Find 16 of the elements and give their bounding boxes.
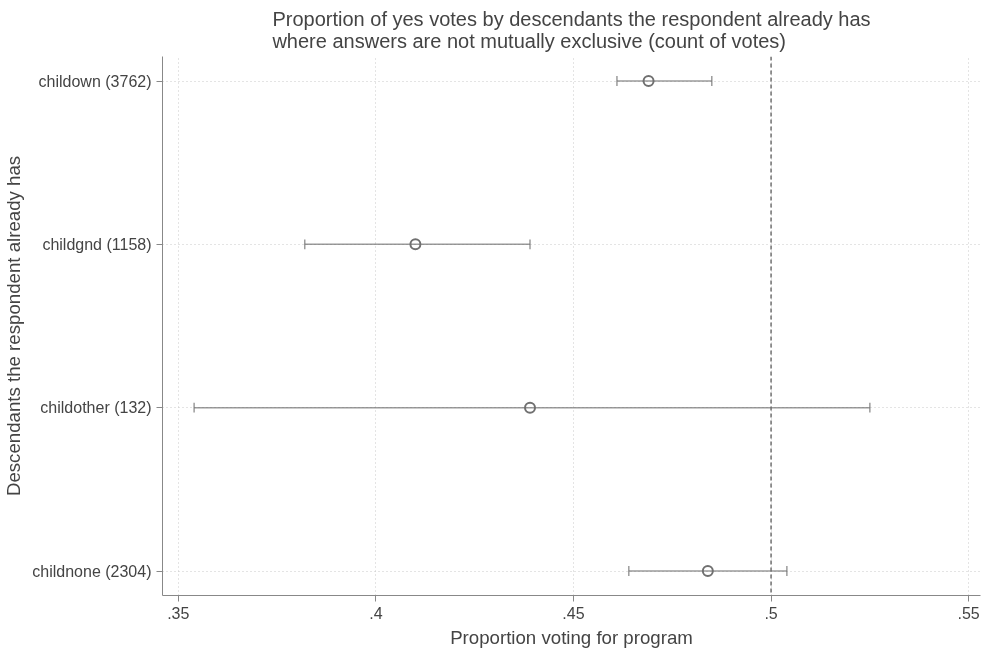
y-tick-label: childother (132) xyxy=(40,399,152,417)
point xyxy=(524,401,537,414)
chart-title: Proportion of yes votes by descendants the respondent already has where answers are not mutually exclusive (count of votes) xyxy=(271,7,871,52)
x-tick-label: .35 xyxy=(167,604,190,622)
y-tick-label: childnone (2304) xyxy=(32,562,152,580)
x-tick-label: .45 xyxy=(562,604,585,622)
y-tick-label: childown (3762) xyxy=(38,72,152,90)
y-tick-label: childgnd (1158) xyxy=(42,235,152,253)
x-tick-label: .4 xyxy=(369,604,383,622)
point xyxy=(701,565,714,577)
x-tick-label: .5 xyxy=(764,604,778,622)
x-tick-label: .55 xyxy=(957,604,980,622)
y-axis-title: Descendants the respondent already has xyxy=(3,155,25,497)
point xyxy=(642,75,655,87)
point xyxy=(409,238,422,251)
x-axis-title: Proportion voting for program xyxy=(450,626,693,648)
